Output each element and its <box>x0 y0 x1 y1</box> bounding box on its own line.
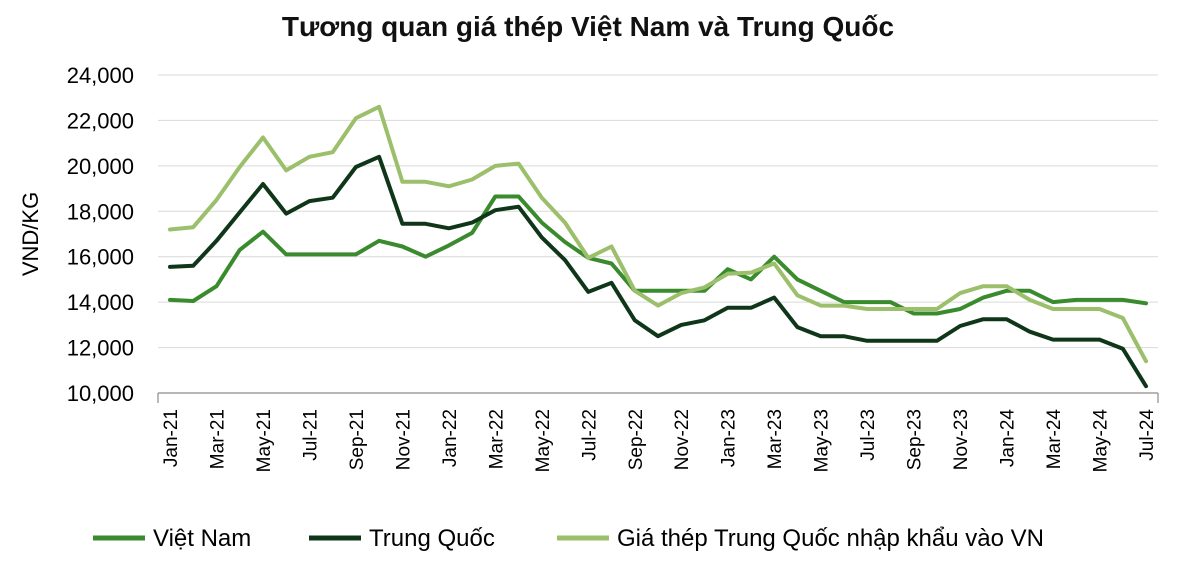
series-line <box>168 194 1148 316</box>
x-tick-label: Mar-21 <box>207 409 228 469</box>
x-tick-label: Nov-21 <box>393 409 414 470</box>
x-tick-label: Jul-23 <box>858 409 879 461</box>
x-tick-label: Jan-21 <box>161 409 182 467</box>
legend-label: Giá thép Trung Quốc nhập khẩu vào VN <box>617 525 1044 552</box>
x-tick-label: Jan-24 <box>998 409 1019 468</box>
x-tick-label: Mar-23 <box>765 409 786 469</box>
x-tick-label: Mar-24 <box>1044 409 1065 470</box>
y-tick-label: 16,000 <box>67 245 134 270</box>
legend-label: Trung Quốc <box>369 525 495 552</box>
x-tick-label: May-23 <box>812 409 833 472</box>
gridlines <box>158 74 1158 349</box>
x-tick-label: Jan-22 <box>440 409 461 467</box>
series-line <box>168 154 1148 389</box>
chart-title: Tương quan giá thép Việt Nam và Trung Qu… <box>282 11 894 42</box>
x-tick-label: Jul-22 <box>579 409 600 461</box>
x-tick-label: May-21 <box>254 409 275 472</box>
x-tick-label: Jan-23 <box>719 409 740 467</box>
y-tick-label: 24,000 <box>67 63 134 88</box>
y-tick-label: 22,000 <box>67 108 134 133</box>
y-axis-label: VND/KG <box>18 192 43 276</box>
x-tick-label: Nov-22 <box>672 409 693 470</box>
x-tick-labels: Jan-21 Mar-21 May-21 Jul-21 Sep-21 Nov-21 Jan-… <box>161 409 1158 473</box>
series-line <box>168 104 1148 364</box>
x-tick-label: Jul-21 <box>300 409 321 461</box>
legend-label: Việt Nam <box>153 525 251 552</box>
x-tick-label: Nov-23 <box>951 409 972 470</box>
y-tick-label: 12,000 <box>67 336 134 361</box>
x-tick-label: Sep-22 <box>626 409 647 470</box>
y-tick-label: 10,000 <box>67 381 134 406</box>
series-lines <box>168 104 1148 389</box>
x-tick-label: Sep-21 <box>347 409 368 470</box>
x-tick-label: May-22 <box>533 409 554 472</box>
y-tick-label: 14,000 <box>67 290 134 315</box>
y-tick-label: 20,000 <box>67 154 134 179</box>
x-tick-label: Mar-22 <box>486 409 507 469</box>
y-tick-label: 18,000 <box>67 199 134 224</box>
legend: Việt Nam Trung Quốc Giá thép Trung Quốc nh… <box>93 525 1044 552</box>
x-tick-label: Jul-24 <box>1137 409 1158 461</box>
x-tick-label: May-24 <box>1091 409 1112 473</box>
axes <box>157 392 1159 403</box>
x-tick-label: Sep-23 <box>905 409 926 470</box>
y-tick-labels: 10,000 12,000 14,000 16,000 18,000 20,000 22,0… <box>67 63 134 406</box>
